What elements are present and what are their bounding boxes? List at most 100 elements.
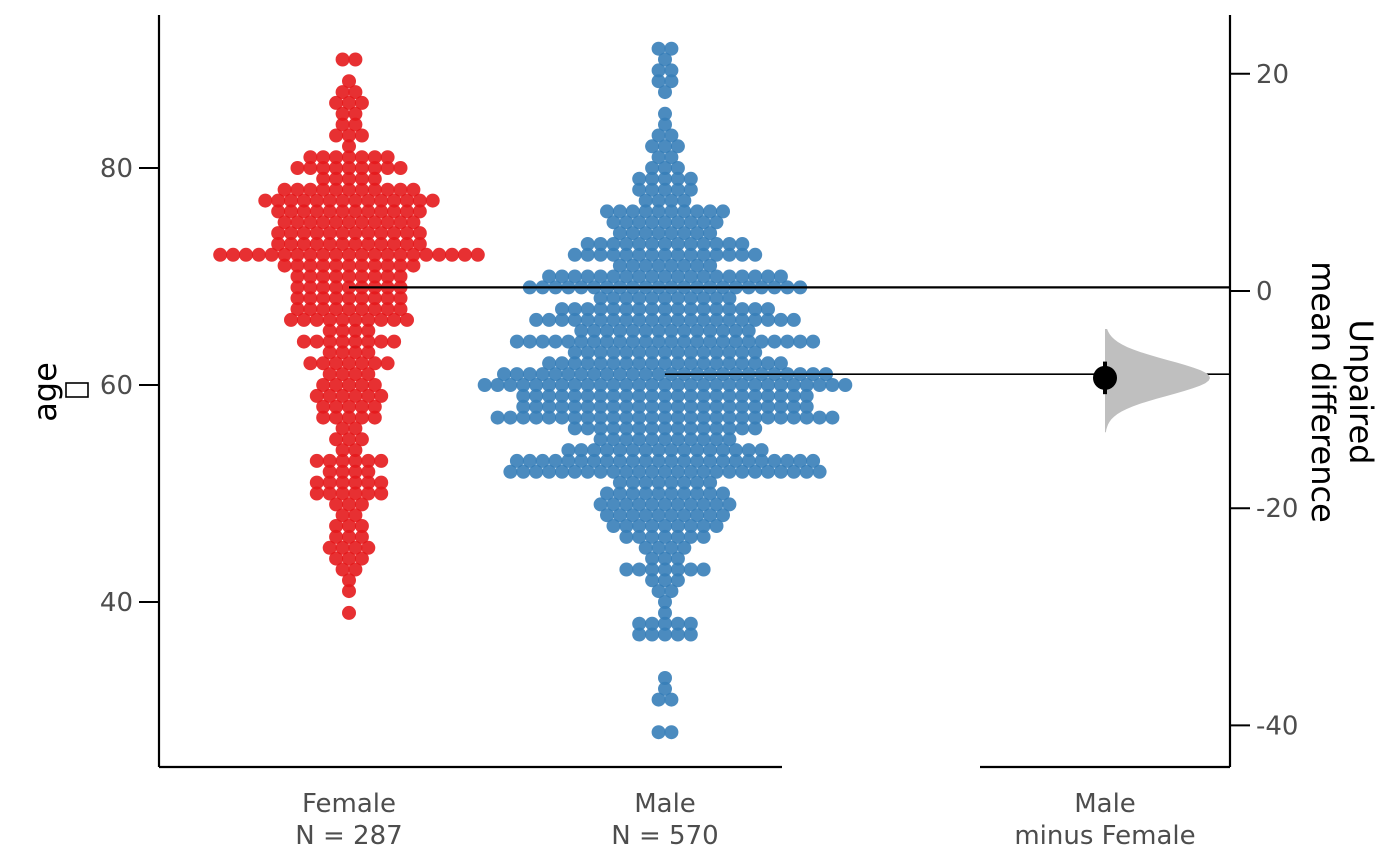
swarm-point-female xyxy=(290,269,305,284)
swarm-point-male xyxy=(651,41,666,56)
swarm-point-male xyxy=(670,237,685,251)
swarm-point-male xyxy=(522,367,537,382)
swarm-point-male xyxy=(722,378,737,392)
swarm-point-male xyxy=(670,312,685,327)
swarm-point-male xyxy=(735,237,750,251)
swarm-point-male xyxy=(683,464,698,479)
swarm-point-female xyxy=(335,388,350,403)
swarm-point-male xyxy=(580,269,595,284)
swarm-point-male xyxy=(735,302,750,317)
swarm-point-male xyxy=(522,453,537,468)
swarm-point-male xyxy=(658,595,672,609)
swarm-point-male xyxy=(632,312,647,327)
swarm-point-male xyxy=(799,399,814,414)
swarm-point-female xyxy=(354,95,369,110)
swarm-point-female xyxy=(348,453,363,468)
swarm-point-female xyxy=(309,486,324,501)
swarm-point-male xyxy=(587,453,602,468)
swarm-point-male xyxy=(748,410,763,425)
swarm-point-male xyxy=(664,74,679,89)
swarm-point-male xyxy=(683,562,698,577)
swarm-point-male xyxy=(696,497,711,512)
swarm-point-male xyxy=(645,139,660,154)
swarm-point-male xyxy=(722,302,737,317)
swarm-point-female xyxy=(400,237,414,251)
swarm-point-male xyxy=(722,399,737,414)
swarm-point-male xyxy=(748,356,763,371)
swarm-point-female xyxy=(348,388,363,403)
swarm-point-male xyxy=(555,312,569,327)
swarm-point-male xyxy=(690,258,705,273)
swarm-point-male xyxy=(709,312,724,327)
swarm-point-female xyxy=(348,237,363,251)
swarm-point-female xyxy=(380,182,395,197)
swarm-point-female xyxy=(400,204,414,219)
swarm-point-male xyxy=(612,453,627,468)
swarm-point-male xyxy=(561,453,576,468)
swarm-point-male xyxy=(728,323,743,338)
swarm-point-female xyxy=(277,215,292,230)
swarm-point-female xyxy=(393,247,408,262)
swarm-point-male xyxy=(619,291,634,306)
swarm-point-male xyxy=(658,627,672,642)
swarm-point-male xyxy=(658,432,672,447)
swarm-point-female xyxy=(361,367,376,382)
right-axis-tick-label: -20 xyxy=(1256,494,1298,524)
swarm-point-male xyxy=(786,410,801,425)
swarm-point-male xyxy=(600,443,614,458)
swarm-point-male xyxy=(703,453,718,468)
swarm-point-female xyxy=(322,237,337,251)
swarm-point-male xyxy=(600,204,614,219)
right-axis-title-line1: Unpaired xyxy=(1342,320,1380,465)
swarm-point-male xyxy=(664,508,679,523)
swarm-point-male xyxy=(625,453,640,468)
swarm-point-male xyxy=(645,182,660,197)
swarm-point-female xyxy=(342,551,356,566)
swarm-point-female xyxy=(354,356,369,371)
swarm-point-female xyxy=(400,193,414,208)
swarm-point-male xyxy=(658,171,672,186)
swarm-point-male xyxy=(658,312,672,327)
swarm-point-male xyxy=(645,161,660,175)
swarm-point-female xyxy=(348,117,363,132)
swarm-point-female xyxy=(322,475,337,490)
swarm-point-female xyxy=(290,161,305,175)
swarm-point-female xyxy=(348,367,363,382)
swarm-point-male xyxy=(696,378,711,392)
swarm-point-male xyxy=(574,323,589,338)
swarm-point-male xyxy=(632,562,647,577)
swarm-point-female xyxy=(361,388,376,403)
axes: 40 60 80 20 0 -20 -40 xyxy=(100,15,1298,769)
swarm-point-female xyxy=(296,334,311,349)
swarm-point-male xyxy=(735,345,750,360)
swarm-point-female xyxy=(329,171,344,186)
swarm-point-male xyxy=(696,529,711,544)
swarm-point-male xyxy=(664,128,679,143)
swarm-point-female xyxy=(348,475,363,490)
swarm-point-male xyxy=(638,323,653,338)
swarm-point-male xyxy=(612,204,627,219)
swarm-point-male xyxy=(529,464,544,479)
swarm-point-male xyxy=(690,453,705,468)
swarm-point-male xyxy=(606,215,621,230)
swarm-point-male xyxy=(670,573,685,588)
swarm-point-female xyxy=(348,345,363,360)
swarm-point-male xyxy=(606,312,621,327)
swarm-point-female xyxy=(342,399,356,414)
swarm-point-male xyxy=(600,508,614,523)
swarm-point-male xyxy=(651,74,666,89)
swarm-point-male xyxy=(632,182,647,197)
swarm-point-male xyxy=(683,432,698,447)
swarm-point-male xyxy=(728,334,743,349)
swarm-point-male xyxy=(658,106,672,121)
swarm-point-female xyxy=(361,453,376,468)
swarm-point-male xyxy=(619,388,634,403)
swarm-point-female xyxy=(367,171,382,186)
swarm-point-male xyxy=(767,334,782,349)
swarm-point-male xyxy=(651,323,666,338)
swarm-point-female xyxy=(316,269,331,284)
swarm-point-female xyxy=(367,182,382,197)
swarm-point-female xyxy=(303,150,318,165)
swarm-point-male xyxy=(735,388,750,403)
swarm-point-male xyxy=(580,421,595,436)
